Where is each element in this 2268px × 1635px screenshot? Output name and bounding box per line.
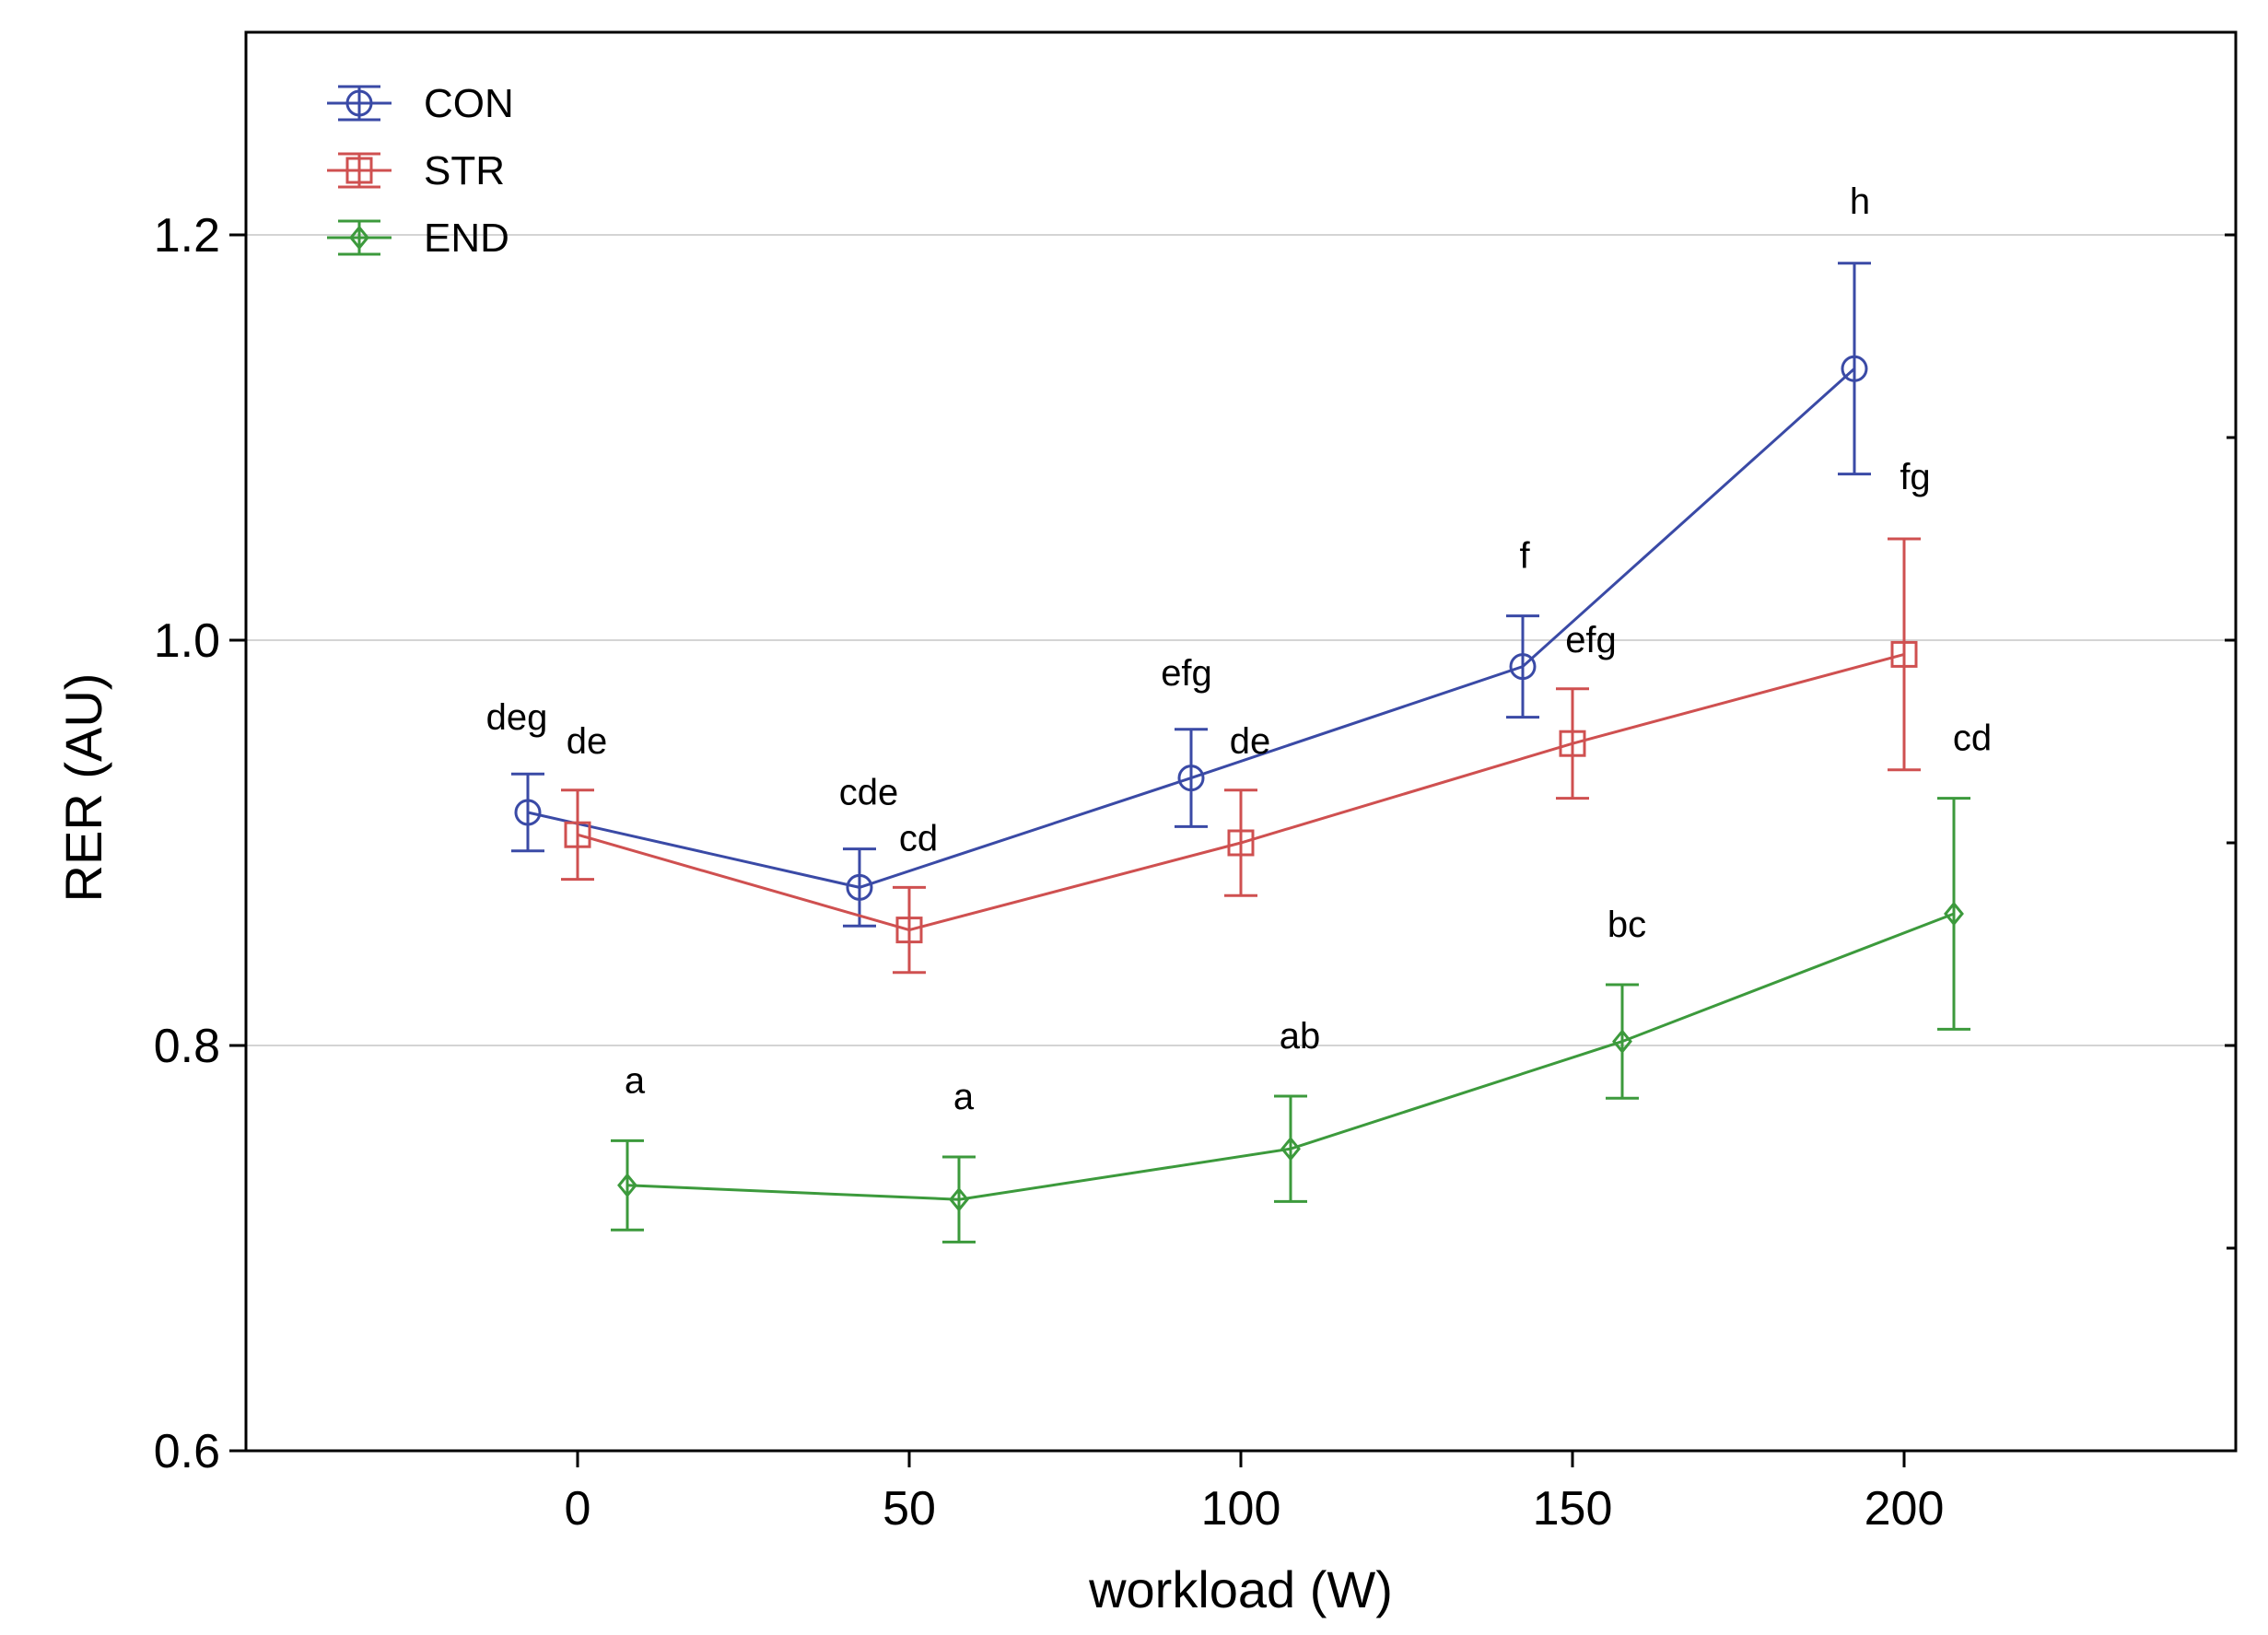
marker-end-0 xyxy=(617,1173,637,1198)
x-tick-label-2: 100 xyxy=(1201,1482,1281,1536)
legend-entry-str: STR xyxy=(327,148,505,193)
legend-entry-end: END xyxy=(327,216,509,261)
marker-con-3 xyxy=(1509,653,1537,681)
series-con xyxy=(511,262,1871,928)
x-axis-title: workload (W) xyxy=(1088,1560,1393,1618)
marker-con-4 xyxy=(1841,355,1868,382)
legend-label-con: CON xyxy=(424,81,514,126)
y-tick-label-0: 0.6 xyxy=(154,1425,220,1478)
x-tick-label-1: 50 xyxy=(883,1482,936,1536)
x-tick-label-4: 200 xyxy=(1865,1482,1945,1536)
marker-end-2 xyxy=(1280,1136,1301,1162)
point-label-con-3: f xyxy=(1519,536,1530,577)
marker-con-2 xyxy=(1177,765,1205,792)
point-label-str-4: fg xyxy=(1900,457,1930,497)
point-label-end-4: cd xyxy=(1953,718,1992,759)
y-tick-label-3: 1.2 xyxy=(154,209,220,263)
marker-end-3 xyxy=(1612,1029,1632,1054)
point-label-con-4: h xyxy=(1850,181,1870,222)
point-label-str-1: cd xyxy=(899,818,938,858)
marker-str-1 xyxy=(895,917,923,944)
y-tick-label-1: 0.8 xyxy=(154,1020,220,1073)
point-label-con-2: efg xyxy=(1161,653,1212,694)
point-label-end-1: a xyxy=(953,1077,975,1117)
series xyxy=(511,262,1970,1244)
gridlines xyxy=(246,234,2236,1046)
marker-con-0 xyxy=(514,799,542,826)
legend-marker-end xyxy=(349,225,369,251)
marker-end-1 xyxy=(949,1186,969,1212)
legend-label-str: STR xyxy=(424,148,505,193)
series-end xyxy=(611,797,1970,1244)
marker-end-4 xyxy=(1944,901,1964,927)
point-label-con-1: cde xyxy=(839,773,899,813)
point-label-str-3: efg xyxy=(1565,620,1617,660)
point-label-str-0: de xyxy=(567,721,608,762)
point-label-end-0: a xyxy=(625,1060,646,1101)
legend: CON STR END xyxy=(327,81,514,261)
y-tick-label-2: 1.0 xyxy=(154,614,220,668)
x-tick-label-3: 150 xyxy=(1533,1482,1613,1536)
legend-entry-con: CON xyxy=(327,81,514,126)
marker-con-1 xyxy=(846,873,873,901)
marker-str-2 xyxy=(1227,829,1255,857)
axis-ticks: 0.6 0.8 1.0 1.2 0 50 100 150 200 xyxy=(154,209,2236,1536)
legend-marker-str xyxy=(345,157,373,184)
y-axis-title: RER (AU) xyxy=(54,673,112,903)
legend-label-end: END xyxy=(424,216,509,261)
x-tick-label-0: 0 xyxy=(565,1482,591,1536)
marker-str-4 xyxy=(1890,640,1918,668)
legend-marker-con xyxy=(345,89,373,117)
series-str xyxy=(561,537,1921,975)
marker-str-3 xyxy=(1559,730,1586,757)
point-label-end-2: ab xyxy=(1280,1016,1321,1057)
marker-str-0 xyxy=(564,821,591,848)
point-label-con-0: deg xyxy=(486,697,548,738)
point-label-str-2: de xyxy=(1230,721,1271,762)
point-label-end-3: bc xyxy=(1607,905,1646,945)
